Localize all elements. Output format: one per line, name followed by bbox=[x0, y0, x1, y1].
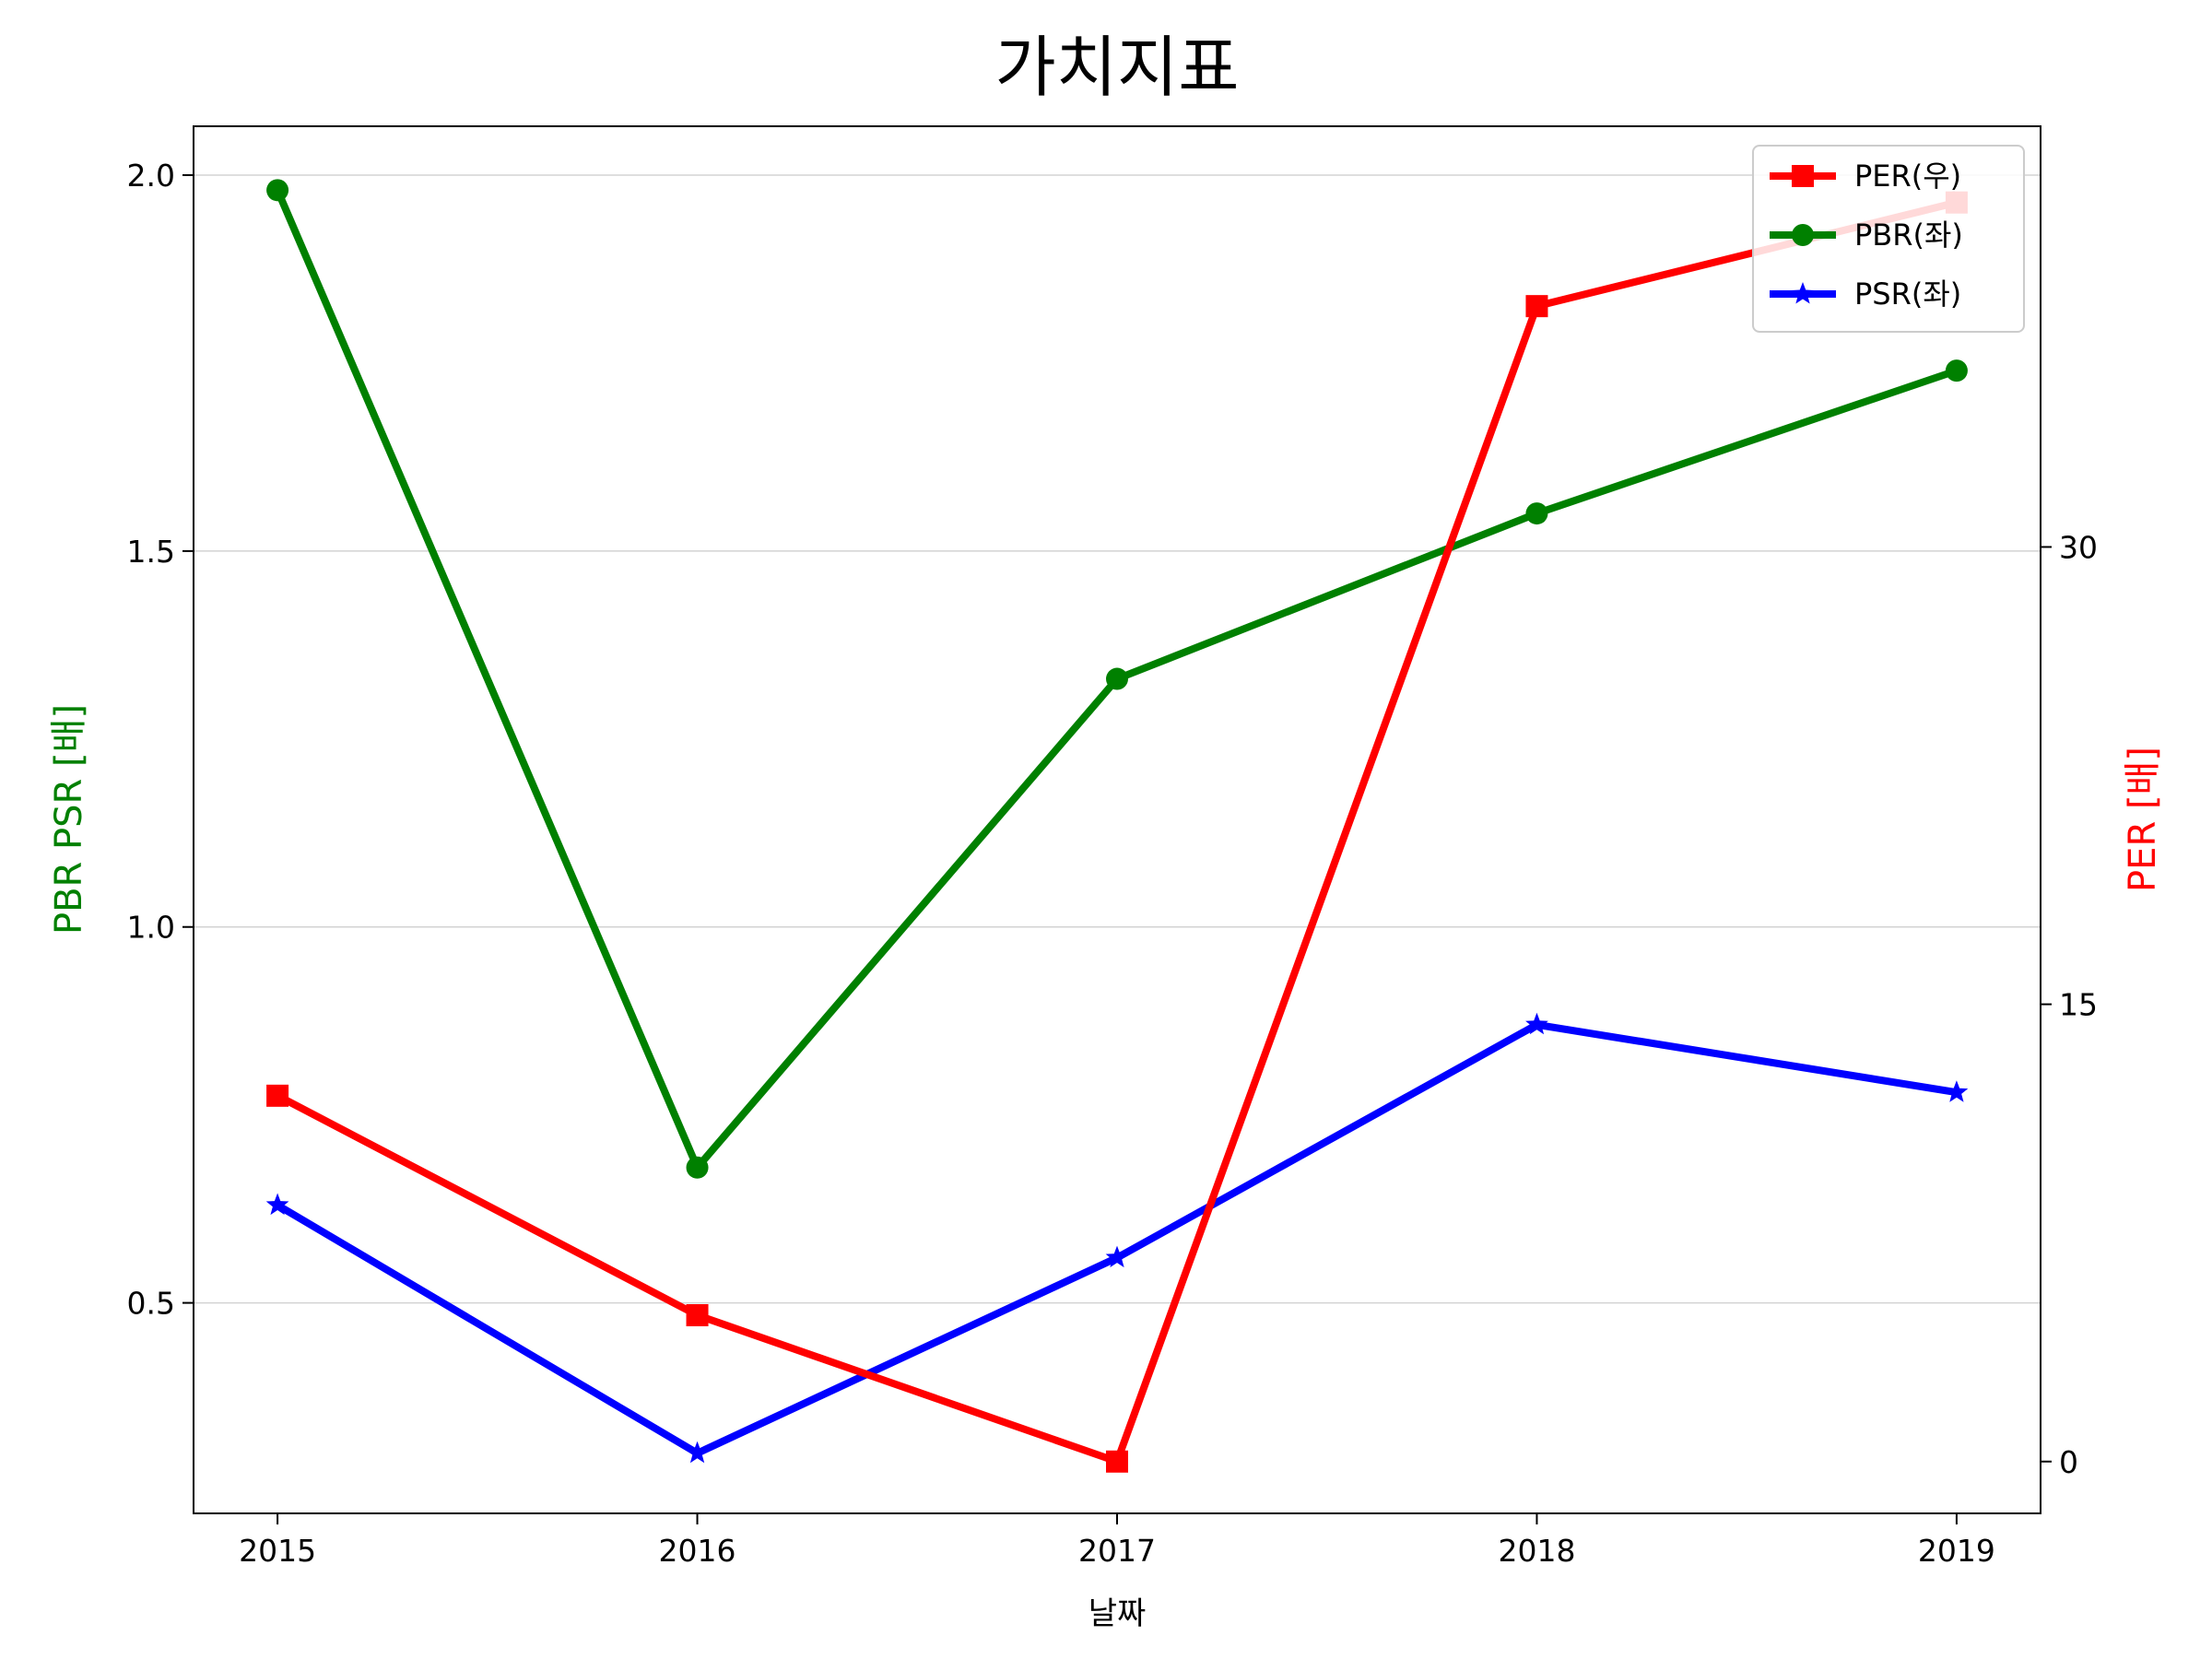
series-2 bbox=[265, 1012, 1969, 1464]
legend-marker-2 bbox=[1791, 282, 1815, 304]
x-tick-label-0: 2015 bbox=[239, 1533, 316, 1569]
series-1-point-0 bbox=[266, 179, 289, 202]
y-left-tick-label-2: 1.5 bbox=[127, 534, 175, 570]
y-right-tick-label-0: 0 bbox=[2059, 1444, 2078, 1480]
series-0-point-2 bbox=[1106, 1450, 1128, 1473]
y-left-tick-label-1: 1.0 bbox=[127, 910, 175, 946]
series-2-point-2 bbox=[1105, 1245, 1129, 1268]
x-tick-label-4: 2019 bbox=[1918, 1533, 1995, 1569]
legend-label-2: PSR(좌) bbox=[1854, 276, 1961, 312]
series-1-point-1 bbox=[686, 1156, 709, 1179]
y-left-tick-label-0: 0.5 bbox=[127, 1286, 175, 1322]
series-1-point-4 bbox=[1945, 359, 1968, 382]
series-0-point-0 bbox=[266, 1084, 289, 1107]
y-axis-label-right: PER [배] bbox=[2122, 747, 2164, 892]
y-right-tick-label-2: 30 bbox=[2059, 529, 2098, 565]
chart-title: 가치지표 bbox=[995, 29, 1240, 106]
grid-lines bbox=[194, 174, 2041, 1304]
y-right-tick-label-1: 15 bbox=[2059, 987, 2098, 1023]
legend-frame bbox=[1752, 145, 2025, 333]
series-2-point-3 bbox=[1525, 1012, 1548, 1035]
series-1 bbox=[266, 179, 1968, 1179]
x-axis-label: 날짜 bbox=[1088, 1595, 1147, 1632]
series-0 bbox=[266, 191, 1968, 1473]
legend-label-1: PBR(좌) bbox=[1854, 218, 1963, 253]
series-1-point-3 bbox=[1525, 502, 1548, 525]
series-2-point-0 bbox=[265, 1193, 289, 1216]
axes: 0.5 1.0 1.5 2.0 0 15 30 2015 2016 2017 2018 2019 bbox=[127, 158, 2098, 1569]
x-tick-label-3: 2018 bbox=[1498, 1533, 1575, 1569]
y-axis-label-left: PBR PSR [배] bbox=[48, 704, 90, 935]
series-2-point-1 bbox=[686, 1441, 709, 1464]
legend: PER(우) PBR(좌) PSR(좌) bbox=[1752, 145, 2025, 333]
legend-label-0: PER(우) bbox=[1854, 159, 1961, 194]
x-tick-label-1: 2016 bbox=[659, 1533, 736, 1569]
legend-marker-1 bbox=[1792, 224, 1814, 246]
series-0-point-1 bbox=[686, 1304, 709, 1326]
x-tick-label-2: 2017 bbox=[1078, 1533, 1156, 1569]
legend-marker-0 bbox=[1792, 165, 1814, 187]
series-0-point-3 bbox=[1525, 295, 1548, 318]
series-layer bbox=[265, 179, 1969, 1473]
y-left-tick-label-3: 2.0 bbox=[127, 158, 175, 194]
series-2-point-4 bbox=[1945, 1080, 1969, 1102]
series-1-point-2 bbox=[1106, 667, 1128, 690]
